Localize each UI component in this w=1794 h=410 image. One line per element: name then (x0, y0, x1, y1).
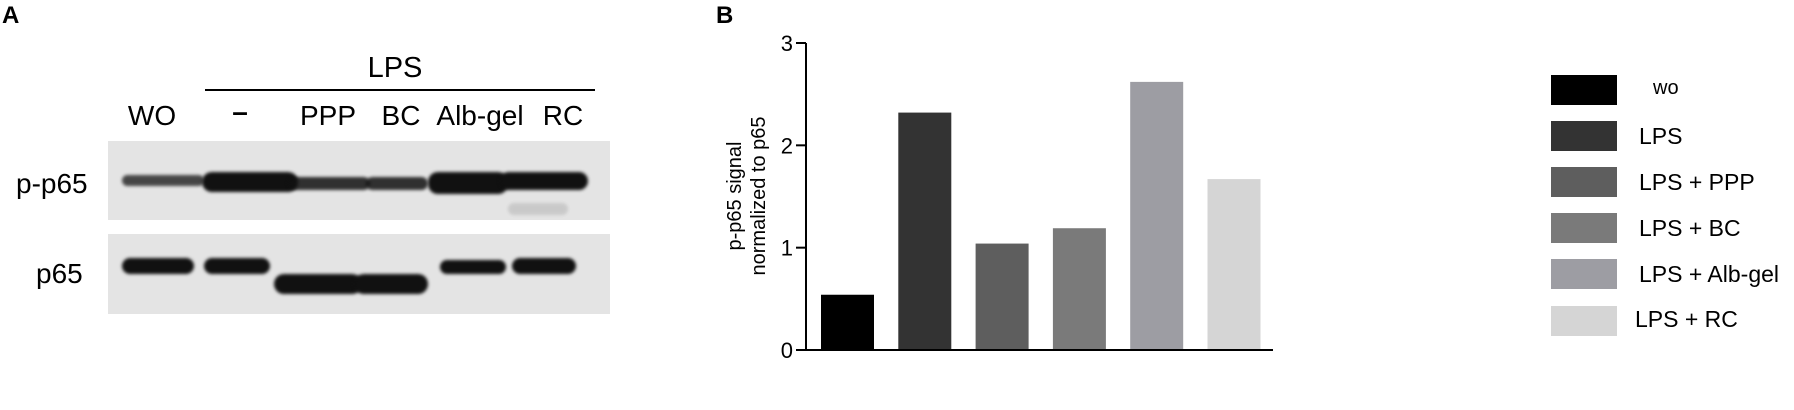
band-p65-bc (354, 274, 428, 294)
band-p-p65-lps (202, 172, 298, 192)
y-tick-label-3: 3 (781, 31, 793, 56)
panel-b-label: B (716, 2, 734, 29)
bar-1 (821, 294, 874, 350)
band-p65-ppp (274, 274, 362, 294)
legend-label-6: LPS + RC (1635, 306, 1738, 332)
band-p65-lps (204, 258, 270, 274)
lane-label-albgel: Alb-gel (436, 100, 524, 131)
blot-p65 (108, 234, 610, 314)
legend-label-2: LPS (1639, 123, 1683, 149)
row-label-p65: p65 (36, 258, 83, 289)
blot-p-p65 (108, 141, 610, 220)
legend-item-6: LPS + RC (1551, 306, 1791, 350)
legend-label-3: LPS + PPP (1639, 169, 1755, 195)
lane-label-rc: RC (542, 100, 584, 131)
lane-label-lps: – (232, 96, 248, 127)
bar-6 (1207, 179, 1261, 350)
lane-label-wo: WO (127, 100, 177, 131)
band-p-p65-albgel (428, 172, 508, 194)
band-p65-albgel (440, 260, 506, 274)
lane-label-ppp: PPP (299, 100, 357, 131)
legend-swatch-6 (1551, 306, 1617, 336)
panel-a-label: A (2, 2, 20, 29)
legend-item-3: LPS + PPP (1551, 167, 1791, 211)
band-p-p65-wo (122, 175, 204, 186)
bar-4 (1052, 228, 1106, 350)
legend-item-4: LPS + BC (1551, 213, 1791, 257)
legend-item-2: LPS (1551, 121, 1791, 165)
treatment-bracket-line (205, 89, 595, 91)
legend-item-5: LPS + Alb-gel (1551, 259, 1791, 303)
y-tick-label-2: 2 (781, 133, 793, 158)
bar-5 (1130, 81, 1184, 351)
legend-swatch-5 (1551, 259, 1617, 289)
row-label-p-p65: p-p65 (16, 168, 88, 199)
bar-2 (898, 112, 952, 350)
band-p-p65-smear (508, 203, 568, 215)
legend-label-4: LPS + BC (1639, 215, 1741, 241)
band-p-p65-ppp (288, 177, 370, 190)
legend-item-1: wo (1551, 75, 1791, 119)
y-tick-label-0: 0 (781, 338, 793, 363)
y-tick-label-1: 1 (781, 236, 793, 261)
legend-swatch-3 (1551, 167, 1617, 197)
legend-label-1: wo (1653, 77, 1679, 99)
bar-3 (975, 243, 1029, 350)
legend-swatch-4 (1551, 213, 1617, 243)
band-p-p65-rc (500, 172, 588, 190)
y-axis-label-line2: normalized to p65 (748, 117, 770, 276)
legend-swatch-2 (1551, 121, 1617, 151)
legend-label-5: LPS + Alb-gel (1639, 261, 1780, 287)
y-axis-label-line1: p-p65 signal (724, 142, 746, 251)
band-p-p65-bc (366, 177, 428, 190)
legend-swatch-1 (1551, 75, 1617, 105)
lane-label-bc: BC (381, 100, 421, 131)
band-p65-wo (122, 258, 194, 274)
band-p65-rc (512, 258, 576, 274)
treatment-label: LPS (367, 52, 423, 84)
